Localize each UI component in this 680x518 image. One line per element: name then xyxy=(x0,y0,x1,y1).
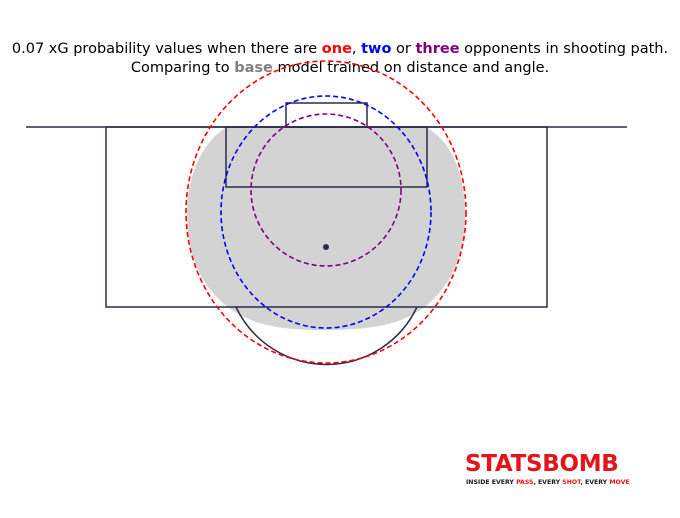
penalty-spot xyxy=(323,244,329,250)
logo-wordmark: STATSBOMB xyxy=(465,451,619,477)
legend-two: two xyxy=(361,41,392,57)
contour-two xyxy=(220,95,432,329)
title-suffix: opponents in shooting path. xyxy=(459,41,669,57)
goal xyxy=(285,102,368,128)
chart-title-line-2: Comparing to base model trained on dista… xyxy=(0,60,680,76)
legend-one: one xyxy=(321,41,352,57)
title-sep-2: or xyxy=(391,41,416,57)
legend-base: base xyxy=(234,60,273,76)
statsbomb-logo: STATSBOMB INSIDE EVERY PASS, EVERY SHOT,… xyxy=(465,450,630,490)
subtitle-suffix: model trained on distance and angle. xyxy=(272,60,550,76)
legend-three: three xyxy=(415,41,460,57)
subtitle-prefix: Comparing to xyxy=(130,60,235,76)
logo-tagline: INSIDE EVERY PASS, EVERY SHOT, EVERY MOV… xyxy=(466,479,630,486)
title-prefix: 0.07 xG probability values when there ar… xyxy=(11,41,322,57)
contour-three xyxy=(250,113,402,267)
title-sep-1: , xyxy=(351,41,362,57)
chart-title-line-1: 0.07 xG probability values when there ar… xyxy=(0,41,680,57)
contour-one xyxy=(185,60,467,364)
contour-base xyxy=(186,127,466,330)
penalty-arc xyxy=(235,306,418,366)
